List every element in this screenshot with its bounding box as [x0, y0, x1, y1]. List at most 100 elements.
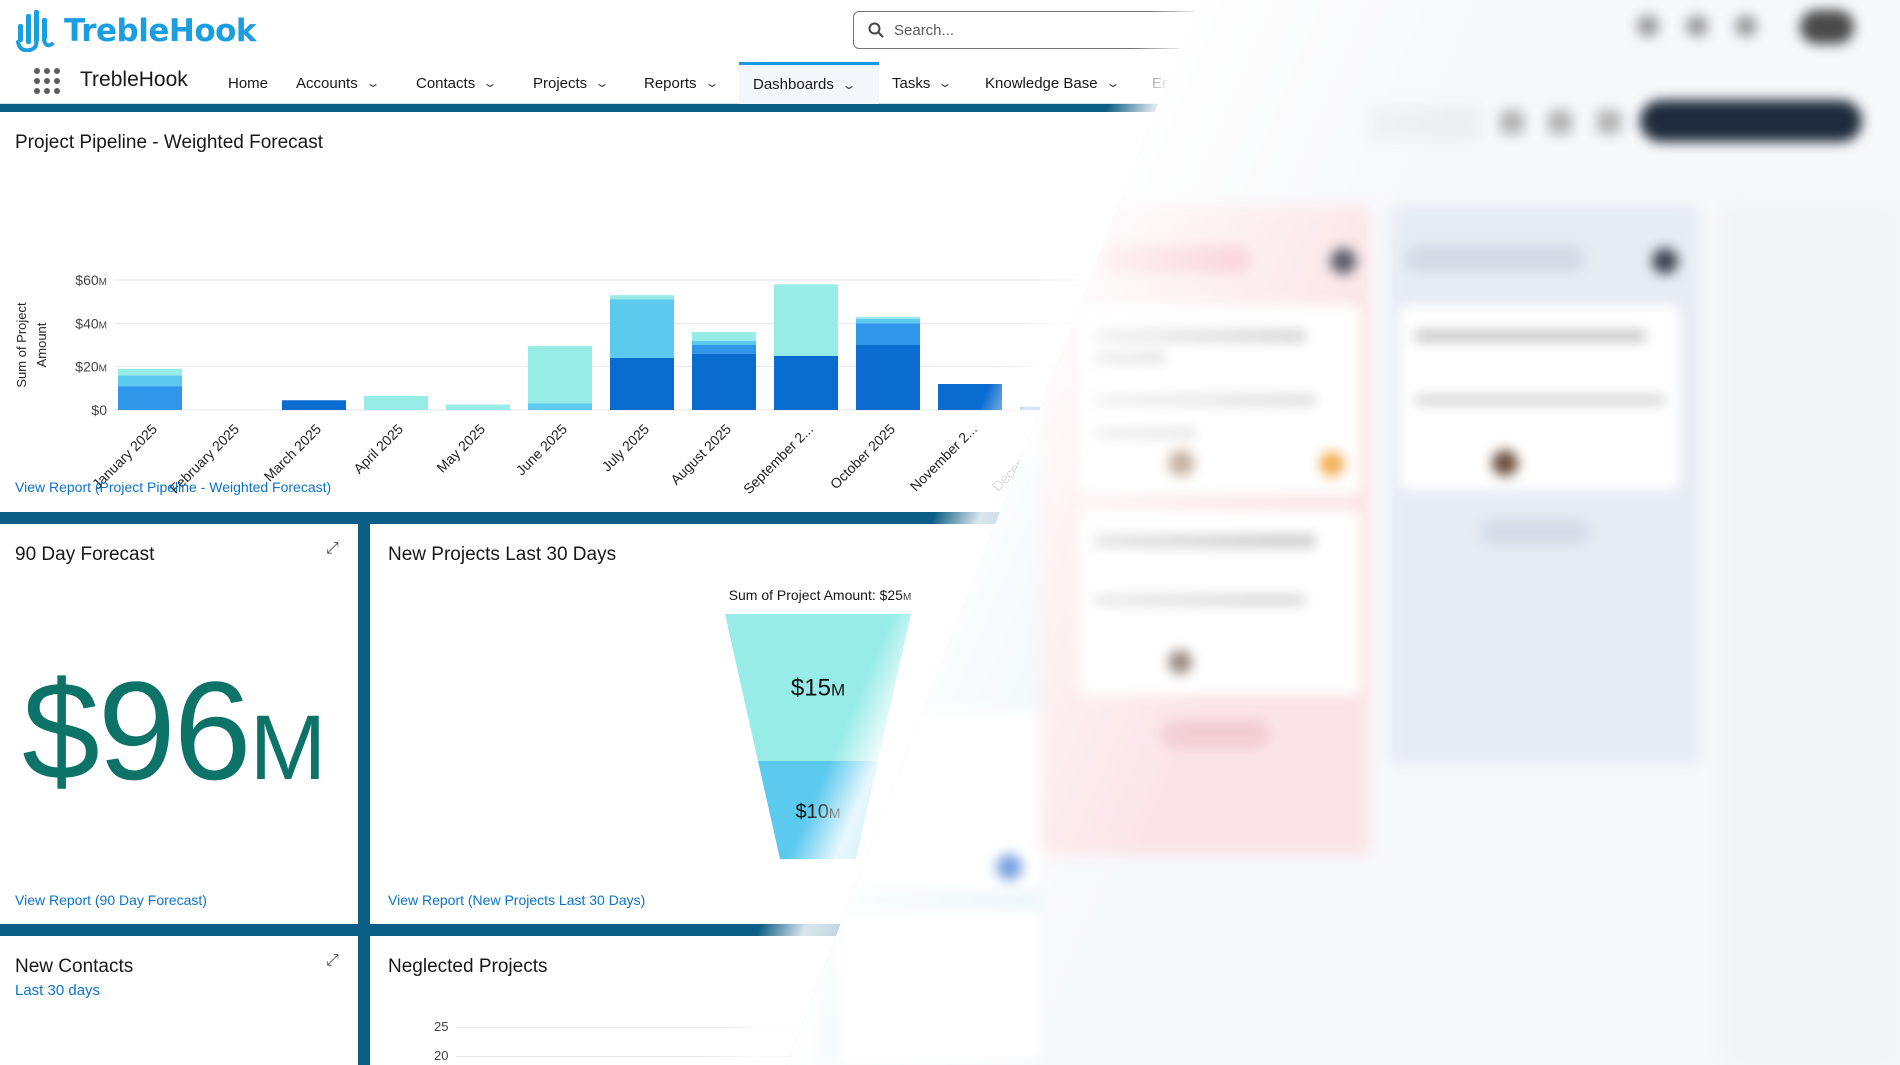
bar-segment [856, 323, 920, 345]
x-tick-label: July 2025 [598, 421, 652, 475]
bar-segment [692, 332, 756, 341]
widget-title: Neglected Projects [388, 956, 548, 977]
widget-subtitle: Last 30 days [15, 982, 101, 999]
funnel-stage-label: $10M [795, 801, 840, 823]
nav-item-projects[interactable]: Projects ⌄ [533, 74, 610, 92]
y-tick-label: 20 [434, 1048, 449, 1063]
bar-segment [118, 386, 182, 410]
bar-segment [528, 346, 592, 404]
bar-segment [692, 353, 756, 410]
kanban-search[interactable] [1370, 106, 1480, 140]
view-report-link[interactable]: View Report (Project Pipeline - Weighted… [15, 479, 332, 495]
forecast-metric: $96M [22, 652, 326, 809]
x-tick-label: June 2025 [513, 421, 571, 479]
card-title-line [1095, 535, 1315, 547]
owner-avatar [1320, 452, 1344, 476]
bar-segment [528, 403, 592, 410]
owner-avatar [1168, 450, 1194, 476]
nav-item-dashboards[interactable]: Dashboards ⌄ [739, 62, 879, 104]
card-detail-line [1095, 595, 1305, 605]
filter-icon[interactable] [1500, 110, 1524, 134]
bar-segment [856, 319, 920, 324]
widget-title: New Projects Last 30 Days [388, 544, 617, 565]
bar-segment [446, 404, 510, 410]
bar-segment [282, 400, 346, 410]
column-total-badge [1405, 245, 1585, 273]
treblehook-logo-icon [16, 10, 54, 52]
view-report-link[interactable]: View Report (90 Day Forecast) [15, 892, 207, 908]
setup-icon[interactable] [1686, 15, 1708, 37]
card-detail-line [1095, 395, 1315, 405]
x-tick-label: November 2... [907, 421, 980, 494]
app-name: TrebleHook [80, 68, 188, 91]
chevron-down-icon[interactable]: ⌄ [937, 76, 953, 90]
x-tick-label: September 2... [740, 421, 816, 497]
chevron-down-icon[interactable]: ⌄ [1105, 76, 1121, 90]
chevron-down-icon[interactable]: ⌄ [482, 76, 498, 90]
bar-segment [774, 284, 838, 356]
bar-segment [118, 368, 182, 376]
bar-segment [118, 375, 182, 387]
card-detail-line [1415, 395, 1665, 405]
y-tick-label: 25 [434, 1019, 449, 1034]
owner-avatar [1492, 450, 1518, 476]
bar-segment [610, 299, 674, 358]
app-launcher-icon[interactable] [34, 68, 60, 94]
widget-title: Project Pipeline - Weighted Forecast [15, 132, 324, 153]
widget-title: New Contacts [15, 956, 134, 977]
kanban-column-empty [1720, 205, 1900, 1065]
bar-segment [692, 340, 756, 345]
nav-item-tasks[interactable]: Tasks ⌄ [892, 74, 953, 92]
column-menu-icon[interactable] [1652, 248, 1678, 274]
y-tick-label: $20M [75, 359, 107, 375]
nav-item-knowledge-base[interactable]: Knowledge Base ⌄ [985, 74, 1121, 92]
nav-item-home[interactable]: Home [228, 74, 269, 92]
x-tick-label: October 2025 [827, 421, 898, 492]
x-tick-label: April 2025 [350, 421, 406, 477]
logo[interactable]: TrebleHook [16, 10, 257, 52]
search-placeholder: Search... [894, 21, 955, 39]
card-detail-line [1095, 428, 1195, 438]
y-axis-label: Amount [34, 322, 49, 367]
bar-segment [856, 345, 920, 410]
expand-icon[interactable]: ⤢ [326, 952, 339, 969]
card-title-line [1095, 330, 1305, 342]
create-new-button[interactable] [1480, 518, 1590, 546]
nav-item-contacts[interactable]: Contacts ⌄ [416, 74, 498, 92]
search-icon [868, 22, 884, 38]
x-tick-label: May 2025 [433, 421, 488, 476]
column-menu-icon[interactable] [1330, 248, 1356, 274]
create-opportunity-button[interactable] [1640, 100, 1862, 142]
y-tick-label: $0 [91, 402, 107, 418]
funnel-title: Sum of Project Amount: $25M [729, 587, 912, 603]
card-title-line [1095, 352, 1165, 364]
export-icon[interactable] [1597, 110, 1621, 134]
logo-text: TrebleHook [64, 13, 257, 49]
bar-segment [610, 358, 674, 410]
avatar[interactable] [1800, 10, 1854, 44]
y-axis-label: Sum of Project [14, 302, 29, 388]
view-report-link[interactable]: View Report (New Projects Last 30 Days) [388, 892, 646, 908]
kanban-card[interactable] [840, 910, 1040, 1060]
bar-segment [692, 345, 756, 354]
nav-item-reports[interactable]: Reports ⌄ [644, 74, 720, 92]
expand-icon[interactable]: ⤢ [326, 540, 339, 557]
chevron-down-icon[interactable]: ⌄ [365, 76, 381, 90]
chevron-down-icon[interactable]: ⌄ [594, 76, 610, 90]
notification-icon[interactable] [1735, 15, 1757, 37]
bar-segment [774, 355, 838, 410]
sort-icon[interactable] [1548, 110, 1572, 134]
owner-avatar [1168, 650, 1192, 674]
bar-segment [856, 316, 920, 319]
bar-segment [364, 395, 428, 410]
chevron-down-icon[interactable]: ⌄ [704, 76, 720, 90]
owner-avatar [996, 854, 1022, 880]
create-new-button[interactable] [1160, 720, 1270, 748]
bar-segment [938, 384, 1002, 410]
x-tick-label: March 2025 [261, 421, 325, 485]
help-icon[interactable] [1637, 15, 1659, 37]
chevron-down-icon[interactable]: ⌄ [841, 77, 857, 92]
bar-segment [610, 295, 674, 300]
nav-item-accounts[interactable]: Accounts ⌄ [296, 74, 381, 92]
